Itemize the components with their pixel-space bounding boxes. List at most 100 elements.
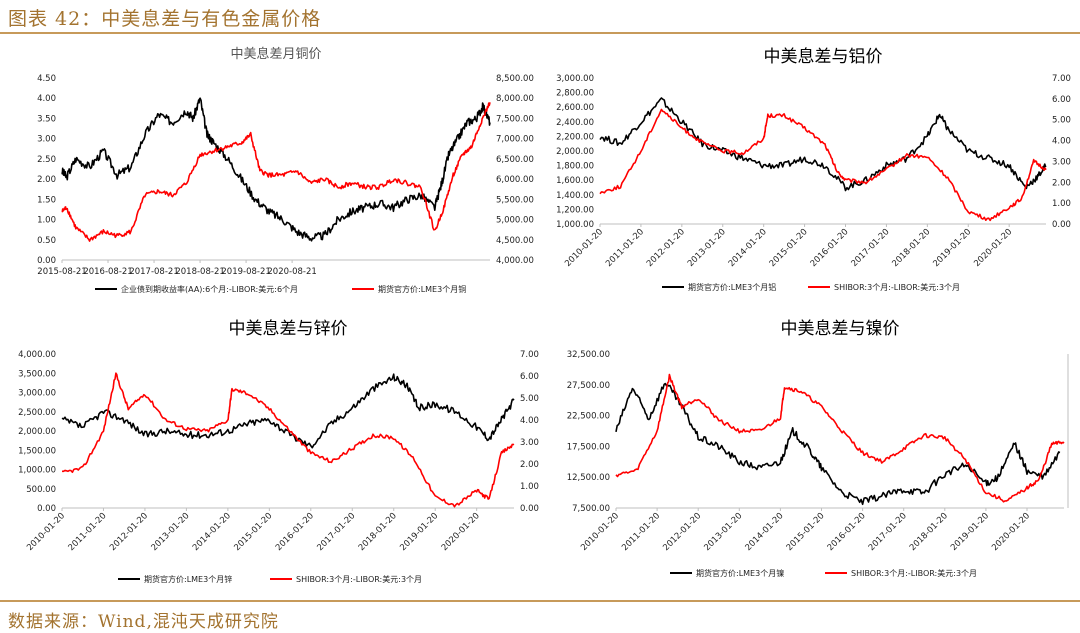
y-right-tick-label: 5.00 bbox=[520, 394, 539, 404]
y-left-tick-label: 1,200.00 bbox=[556, 205, 594, 215]
chart-panel-aluminum: 中美息差与铝价 1,000.00 1,200.00 1,400.00 1,600.00 1… bbox=[540, 36, 1080, 300]
x-tick-label: 2017-01-20 bbox=[315, 511, 357, 553]
x-tick-label: 2010-01-20 bbox=[563, 227, 605, 269]
y-left-tick-label: 2,400.00 bbox=[556, 118, 594, 128]
y-left-tick-label: 27,500.00 bbox=[567, 381, 610, 391]
x-tick-label: 2017-08-21 bbox=[129, 267, 178, 277]
y-right-tick-label: 7,500.00 bbox=[496, 114, 534, 124]
x-tick-label: 2012-01-20 bbox=[108, 511, 150, 553]
x-tick-label: 2014-01-20 bbox=[727, 227, 769, 269]
x-tick-label: 2018-08-21 bbox=[175, 267, 224, 277]
y-right-tick-label: 4,000.00 bbox=[496, 256, 534, 266]
y-right-tick-label: 2.00 bbox=[1052, 178, 1071, 188]
chart-panel-nickel: 中美息差与镍价 7,500.00 12,500.00 17,500.00 22,500.… bbox=[540, 304, 1080, 598]
legend-label: 期货官方价:LME3个月镍 bbox=[696, 568, 784, 578]
y-left-tick-label: 4.50 bbox=[37, 74, 56, 84]
y-left-tick-label: 2.50 bbox=[37, 155, 56, 165]
chart-panel-copper: 中美息差月铜价 0.00 0.50 1.00 1.50 2.00 2.50 3.00 3.50 4… bbox=[0, 36, 540, 300]
chart-title: 中美息差月铜价 bbox=[230, 46, 321, 62]
x-tick-label: 2019-01-20 bbox=[949, 511, 991, 553]
y-left-tick-label: 17,500.00 bbox=[567, 442, 610, 452]
x-tick-label: 2012-01-20 bbox=[645, 227, 687, 269]
y-left-tick-label: 7,500.00 bbox=[572, 504, 610, 514]
y-right-tick-label: 6.00 bbox=[1052, 95, 1071, 105]
y-right-tick-label: 1.00 bbox=[520, 482, 539, 492]
x-tick-label: 2018-01-20 bbox=[890, 227, 932, 269]
y-right-tick-label: 5.00 bbox=[1052, 116, 1071, 126]
chart-svg: 中美息差与镍价 7,500.00 12,500.00 17,500.00 22,500.… bbox=[567, 319, 1069, 578]
y-left-tick-label: 4.00 bbox=[37, 94, 56, 104]
y-right-tick-label: 8,500.00 bbox=[496, 74, 534, 84]
x-tick-label: 2013-01-20 bbox=[150, 511, 192, 553]
y-left-tick-label: 1,500.00 bbox=[18, 446, 56, 456]
series-line-1 bbox=[615, 382, 1061, 506]
y-right-tick-label: 2.00 bbox=[520, 460, 539, 470]
y-left-tick-label: 0.00 bbox=[37, 256, 56, 266]
y-left-tick-label: 2,600.00 bbox=[556, 103, 594, 113]
x-tick-label: 2015-01-20 bbox=[785, 511, 827, 553]
y-right-tick-label: 3.00 bbox=[520, 438, 539, 448]
chart-svg: 中美息差与铝价 1,000.00 1,200.00 1,400.00 1,600.00 1… bbox=[556, 47, 1071, 292]
y-left-tick-label: 2,200.00 bbox=[556, 132, 594, 142]
x-tick-label: 2016-01-20 bbox=[826, 511, 868, 553]
y-right-tick-label: 6.00 bbox=[520, 372, 539, 382]
y-left-tick-label: 2.00 bbox=[37, 175, 56, 185]
y-right-tick-label: 6,000.00 bbox=[496, 175, 534, 185]
x-tick-label: 2014-01-20 bbox=[744, 511, 786, 553]
x-tick-label: 2014-01-20 bbox=[191, 511, 233, 553]
y-left-tick-label: 1.50 bbox=[37, 195, 56, 205]
series-line-2 bbox=[61, 102, 491, 242]
x-tick-label: 2011-01-20 bbox=[67, 511, 109, 553]
chart-panel-zinc: 中美息差与锌价 0.00 500.00 1,000.00 1,500.00 2,000.0… bbox=[0, 304, 540, 598]
y-right-tick-label: 4,500.00 bbox=[496, 236, 534, 246]
x-tick-label: 2019-01-20 bbox=[398, 511, 440, 553]
x-tick-label: 2015-01-20 bbox=[232, 511, 274, 553]
y-left-tick-label: 3.00 bbox=[37, 135, 56, 145]
legend-label: SHIBOR:3个月:-LIBOR:美元:3个月 bbox=[296, 574, 422, 584]
x-tick-label: 2016-08-21 bbox=[83, 267, 132, 277]
y-right-tick-label: 7.00 bbox=[520, 350, 539, 360]
y-left-tick-label: 500.00 bbox=[26, 485, 56, 495]
chart-title: 中美息差与锌价 bbox=[229, 319, 348, 339]
x-tick-label: 2015-08-21 bbox=[37, 267, 86, 277]
y-left-tick-label: 0.50 bbox=[37, 236, 56, 246]
y-right-tick-label: 5,500.00 bbox=[496, 195, 534, 205]
y-left-tick-label: 3.50 bbox=[37, 114, 56, 124]
x-tick-label: 2012-01-20 bbox=[661, 511, 703, 553]
y-left-tick-label: 1,000.00 bbox=[18, 466, 56, 476]
y-left-tick-label: 2,500.00 bbox=[18, 408, 56, 418]
x-tick-label: 2016-01-20 bbox=[274, 511, 316, 553]
legend-label: 期货官方价:LME3个月铝 bbox=[688, 282, 776, 292]
series-line-1 bbox=[61, 373, 515, 449]
x-tick-label: 2015-01-20 bbox=[768, 227, 810, 269]
footer-rule bbox=[0, 600, 1080, 602]
x-tick-label: 2019-08-21 bbox=[221, 267, 270, 277]
y-left-tick-label: 1,400.00 bbox=[556, 191, 594, 201]
chart-title: 中美息差与铝价 bbox=[764, 47, 883, 67]
y-right-tick-label: 3.00 bbox=[1052, 157, 1071, 167]
y-left-tick-label: 2,000.00 bbox=[18, 427, 56, 437]
y-right-tick-label: 6,500.00 bbox=[496, 155, 534, 165]
y-right-tick-label: 0.00 bbox=[1052, 220, 1071, 230]
x-tick-label: 2013-01-20 bbox=[702, 511, 744, 553]
y-left-tick-label: 2,000.00 bbox=[556, 147, 594, 157]
figure-header: 图表 42：中美息差与有色金属价格 bbox=[8, 8, 322, 30]
legend-label: 企业债到期收益率(AA):6个月:-LIBOR:美元:6个月 bbox=[121, 284, 298, 294]
x-tick-label: 2018-01-20 bbox=[357, 511, 399, 553]
x-tick-label: 2010-01-20 bbox=[579, 511, 621, 553]
y-right-tick-label: 8,000.00 bbox=[496, 94, 534, 104]
y-left-tick-label: 0.00 bbox=[37, 504, 56, 514]
y-left-tick-label: 12,500.00 bbox=[567, 473, 610, 483]
x-tick-label: 2019-01-20 bbox=[931, 227, 973, 269]
legend-label: 期货官方价:LME3个月铜 bbox=[378, 284, 466, 294]
x-tick-label: 2020-08-21 bbox=[267, 267, 316, 277]
y-left-tick-label: 4,000.00 bbox=[18, 350, 56, 360]
chart-title: 中美息差与镍价 bbox=[781, 319, 900, 339]
series-line-2 bbox=[615, 373, 1065, 503]
x-tick-label: 2017-01-20 bbox=[850, 227, 892, 269]
y-right-tick-label: 7,000.00 bbox=[496, 135, 534, 145]
x-tick-label: 2011-01-20 bbox=[620, 511, 662, 553]
y-left-tick-label: 2,800.00 bbox=[556, 89, 594, 99]
y-right-tick-label: 5,000.00 bbox=[496, 216, 534, 226]
y-left-tick-label: 1.00 bbox=[37, 216, 56, 226]
